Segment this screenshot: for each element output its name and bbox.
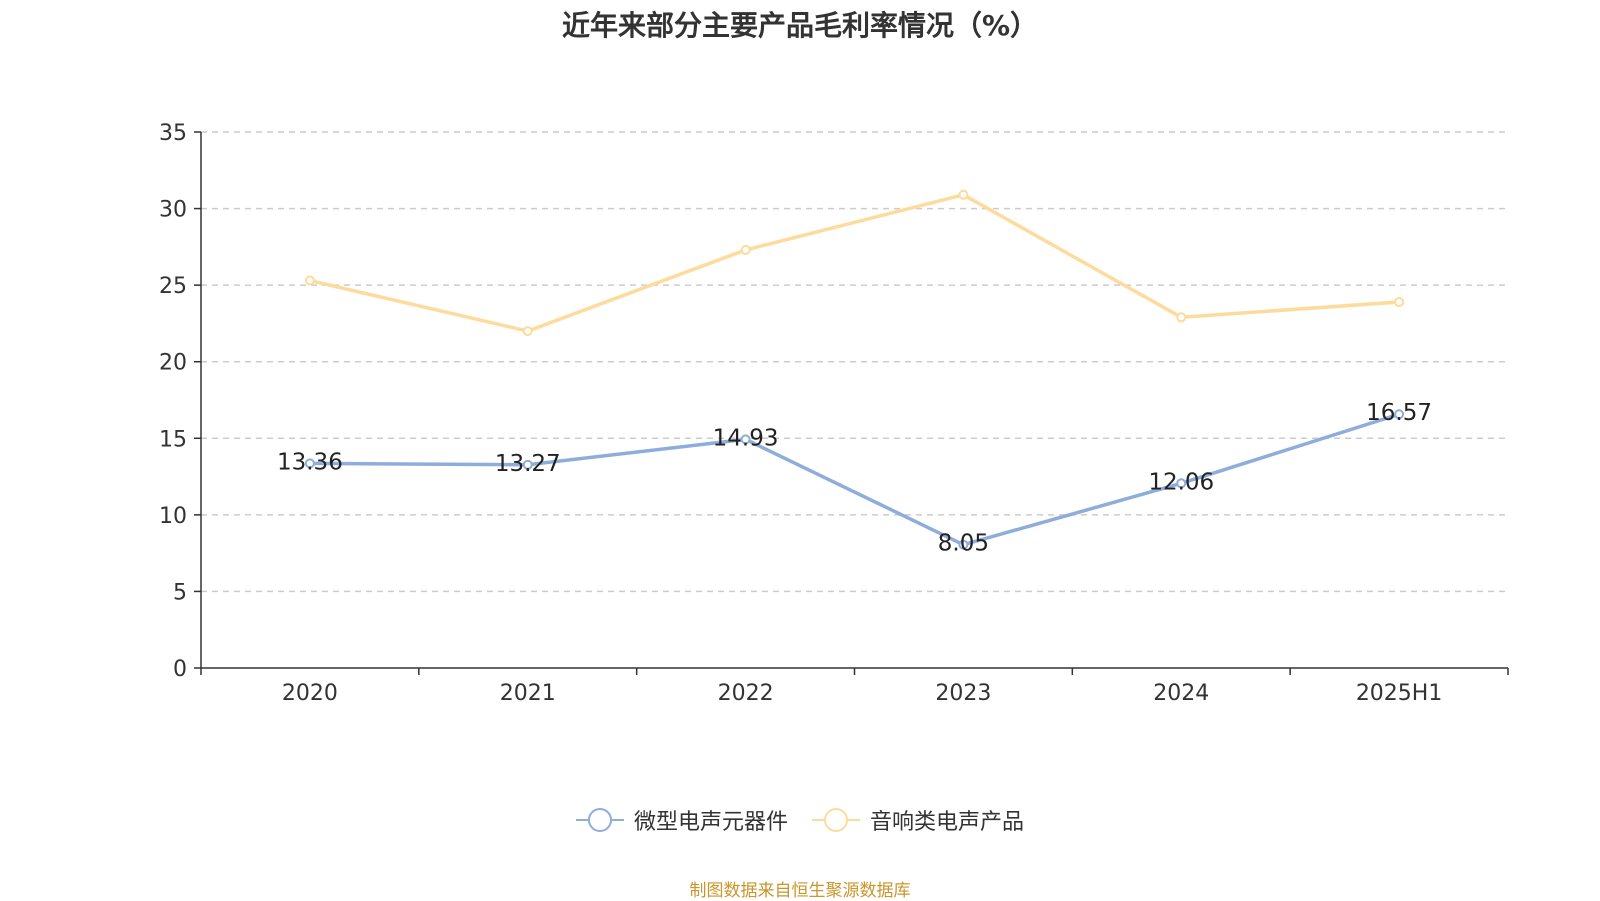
x-tick-label: 2024 (1153, 681, 1209, 706)
y-tick-label: 10 (159, 504, 187, 529)
series-2-point (304, 275, 315, 286)
data-label: 13.36 (277, 449, 343, 475)
y-tick-label: 15 (159, 427, 187, 452)
legend-item-series-1[interactable]: 微型电声元器件 (575, 804, 788, 836)
series-2-point (1176, 312, 1187, 323)
series-1-point (304, 458, 315, 469)
y-tick-label: 0 (173, 657, 187, 682)
series-layer (304, 189, 1405, 550)
series-1-point (1394, 409, 1405, 420)
data-label: 13.27 (495, 451, 561, 477)
data-label: 12.06 (1148, 469, 1214, 495)
legend-marker-icon (575, 808, 624, 832)
series-1-point (522, 459, 533, 470)
series-line-1 (309, 412, 1400, 547)
y-tick-label: 5 (173, 580, 187, 605)
grid-lines (201, 131, 1508, 593)
series-1-point (740, 434, 751, 445)
axes: 0 5 10 15 20 25 30 35 2020 2021 2022 2023 2024 2025H1 (159, 121, 1509, 706)
data-label: 16.57 (1366, 400, 1432, 426)
series-line-2 (309, 193, 1400, 333)
y-tick-label: 25 (159, 274, 187, 299)
legend-marker-icon (812, 808, 860, 832)
series-2-point (740, 244, 751, 255)
data-labels: 13.36 13.27 14.93 8.05 12.06 16.57 (277, 400, 1432, 556)
legend-circle-1 (587, 808, 612, 832)
x-tick-label: 2022 (718, 681, 774, 706)
data-label: 14.93 (713, 425, 779, 451)
legend-item-series-2[interactable]: 音响类电声产品 (812, 804, 1024, 836)
chart-title: 近年来部分主要产品毛利率情况（%） (561, 9, 1039, 42)
legend-label-series-1: 微型电声元器件 (633, 810, 788, 835)
line-chart: 0 5 10 15 20 25 30 35 2020 2021 2022 2023 2024 2025H1… (159, 121, 1509, 706)
series-2-point (958, 189, 969, 200)
x-tick-label: 2020 (282, 681, 338, 706)
legend-circle-2 (824, 808, 848, 832)
series-2-point (1394, 296, 1405, 307)
series-1-point (958, 539, 969, 550)
legend-label-series-2: 音响类电声产品 (870, 810, 1025, 835)
legend: 微型电声元器件 音响类电声产品 (0, 804, 1600, 836)
series-2-point (522, 326, 533, 337)
source-note: 制图数据来自恒生聚源数据库 (689, 881, 911, 901)
x-tick-label: 2021 (500, 681, 556, 706)
y-tick-label: 30 (159, 198, 187, 223)
x-tick-label: 2025H1 (1356, 681, 1443, 706)
series-1-point (1176, 478, 1187, 489)
y-tick-label: 20 (159, 351, 187, 376)
x-tick-label: 2023 (935, 681, 991, 706)
y-tick-label: 35 (159, 121, 187, 146)
data-label: 8.05 (938, 531, 989, 557)
